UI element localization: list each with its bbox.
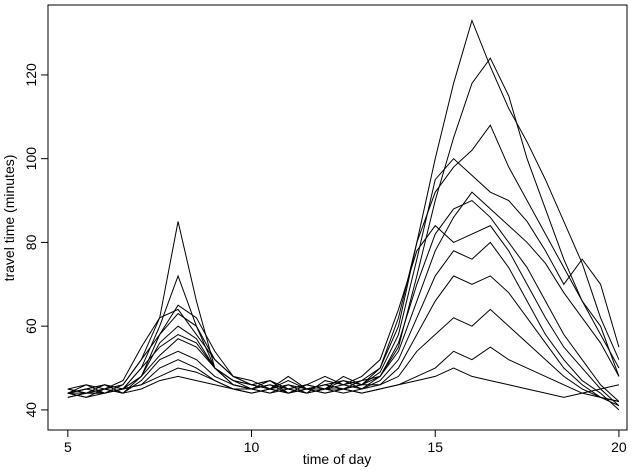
x-tick-label: 20 [611,439,627,455]
series-line [67,191,620,394]
x-axis-label: time of day [303,451,371,467]
series-line [67,308,620,403]
x-tick-label: 15 [427,439,443,455]
y-tick-label: 120 [23,63,39,87]
y-tick-label: 40 [23,402,39,418]
series-line [67,275,620,407]
series-line [67,124,620,394]
series-line [67,157,620,394]
y-tick-label: 60 [23,318,39,334]
y-tick-label: 100 [23,147,39,171]
x-tick-label: 10 [244,439,260,455]
y-tick-label: 80 [23,234,39,250]
plot-frame [47,4,628,431]
series-line [67,241,620,411]
series-line [67,57,620,394]
x-tick-label: 5 [64,439,72,455]
series-line [67,367,620,398]
series-line [67,18,620,394]
y-axis-label: travel time (minutes) [1,155,17,282]
